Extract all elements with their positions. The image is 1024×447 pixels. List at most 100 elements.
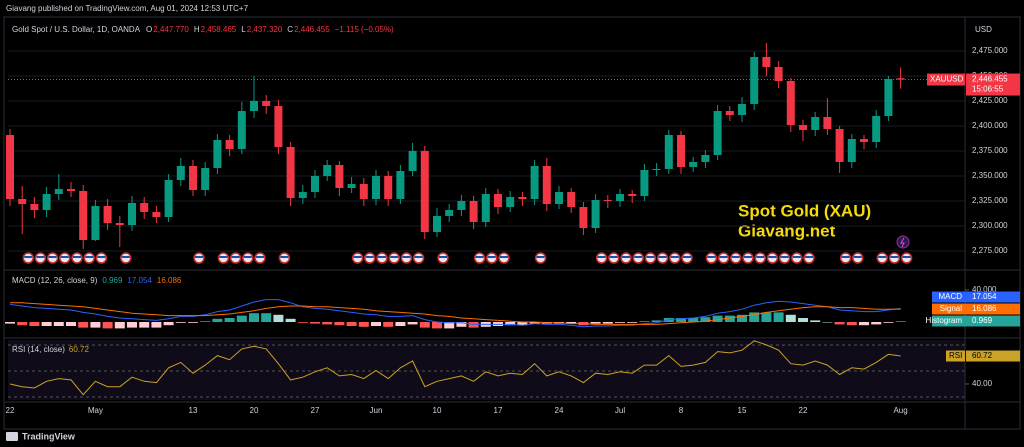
event-flag-stripe [195,256,203,258]
series-tag [946,350,965,362]
currency: USD [975,25,992,34]
histogram-bar [810,320,821,322]
y-tick-label: 2,400.000 [972,121,1008,130]
histogram-bar [188,322,198,323]
candle-body [408,151,417,171]
series-tag [932,291,1020,303]
candle-body [616,194,624,201]
candle-body [518,197,527,199]
y-tick-label: 2,425.000 [972,96,1008,105]
event-flag-stripe [878,256,887,258]
event-flag-stripe [805,256,813,258]
event-flag-stripe [439,256,447,258]
event-flag-stripe [73,256,81,258]
event-flag-stripe [597,256,606,258]
x-tick-label: 17 [494,406,503,415]
candle-body [652,169,661,170]
histogram-bar [517,322,528,326]
histogram-bar [737,314,747,322]
candle-body [664,135,673,169]
histogram-bar [346,322,357,326]
histogram-bar [590,322,601,324]
histogram-bar [761,312,772,322]
candle-body [54,189,63,194]
x-tick-label: 10 [433,406,442,415]
pane-legend-value: 17.054 [127,276,152,285]
event-flag-stripe [475,256,484,258]
y-tick-label: 2,325.000 [972,196,1008,205]
event-flag-stripe [902,256,911,258]
candle-body [823,117,832,129]
legend-value: 2,447.770 [153,25,189,34]
candle-body [359,184,368,199]
candle-body [372,176,380,199]
x-tick-label: 13 [189,406,198,415]
histogram-bar [615,322,625,323]
candle-body [176,166,185,180]
histogram-bar [5,322,15,324]
annotation: Spot Gold (XAU) [738,201,871,220]
histogram-bar [505,322,516,326]
legend-value: 2,446.455 [294,25,330,34]
histogram-bar [456,322,467,327]
event-flag-stripe [707,256,716,258]
legend-title: Gold Spot / U.S. Dollar, 1D, OANDA [12,25,141,34]
chart-frame [3,16,1021,430]
series-tag-value: 0.969 [972,316,993,325]
candle-body [591,200,600,228]
candle-body [579,207,588,228]
candle-body [164,180,173,217]
candle-body [603,200,612,201]
histogram-bar [261,313,272,322]
histogram-bar [236,315,247,322]
footer-brand: TradingView [22,431,76,441]
event-icon[interactable] [896,235,910,249]
histogram-bar [102,322,113,329]
candle-body [6,135,14,199]
event-flag-stripe [256,256,264,258]
candle-body [762,57,771,67]
series-tag [932,315,1020,327]
candle-body [201,168,210,190]
candle-body [152,212,161,217]
histogram-bar [212,318,223,322]
histogram-bar [871,322,882,325]
candle-body [67,189,75,191]
candle-body [469,201,478,222]
candle-body [835,129,844,162]
macd-line [9,299,901,328]
candle-body [384,176,393,199]
histogram-bar [627,322,638,323]
candle-body [457,201,466,210]
event-flag-stripe [780,256,789,258]
price-tag [966,73,1020,96]
histogram-bar [383,322,394,327]
event-flag-stripe [731,256,740,258]
candle-body [79,191,88,240]
macd-line [10,302,901,325]
histogram-bar [200,321,211,322]
candle-body [530,166,539,199]
price-tag-label: 2,446.455 [972,75,1008,84]
candle-body [396,171,405,199]
histogram-bar [90,322,101,328]
event-flag-stripe [768,256,777,258]
y-tick-label: 40.00 [972,379,993,388]
event-flag-stripe [683,256,691,258]
histogram-bar [29,322,40,326]
pane-title: MACD (12, 26, close, 9) [12,276,98,285]
histogram-bar [651,320,662,322]
candle-body [701,155,710,162]
histogram-bar [322,322,333,325]
footer-logo [6,432,18,441]
histogram-bar [883,322,894,323]
logo-mark [6,432,18,441]
candle-body [335,165,344,188]
candle-body [18,199,27,204]
event-flag-stripe [719,256,728,258]
y-tick-label: 2,475.000 [972,46,1008,55]
y-tick-label: 2,275.000 [972,246,1008,255]
x-tick-label: Aug [893,406,907,415]
event-flag-stripe [414,256,423,258]
